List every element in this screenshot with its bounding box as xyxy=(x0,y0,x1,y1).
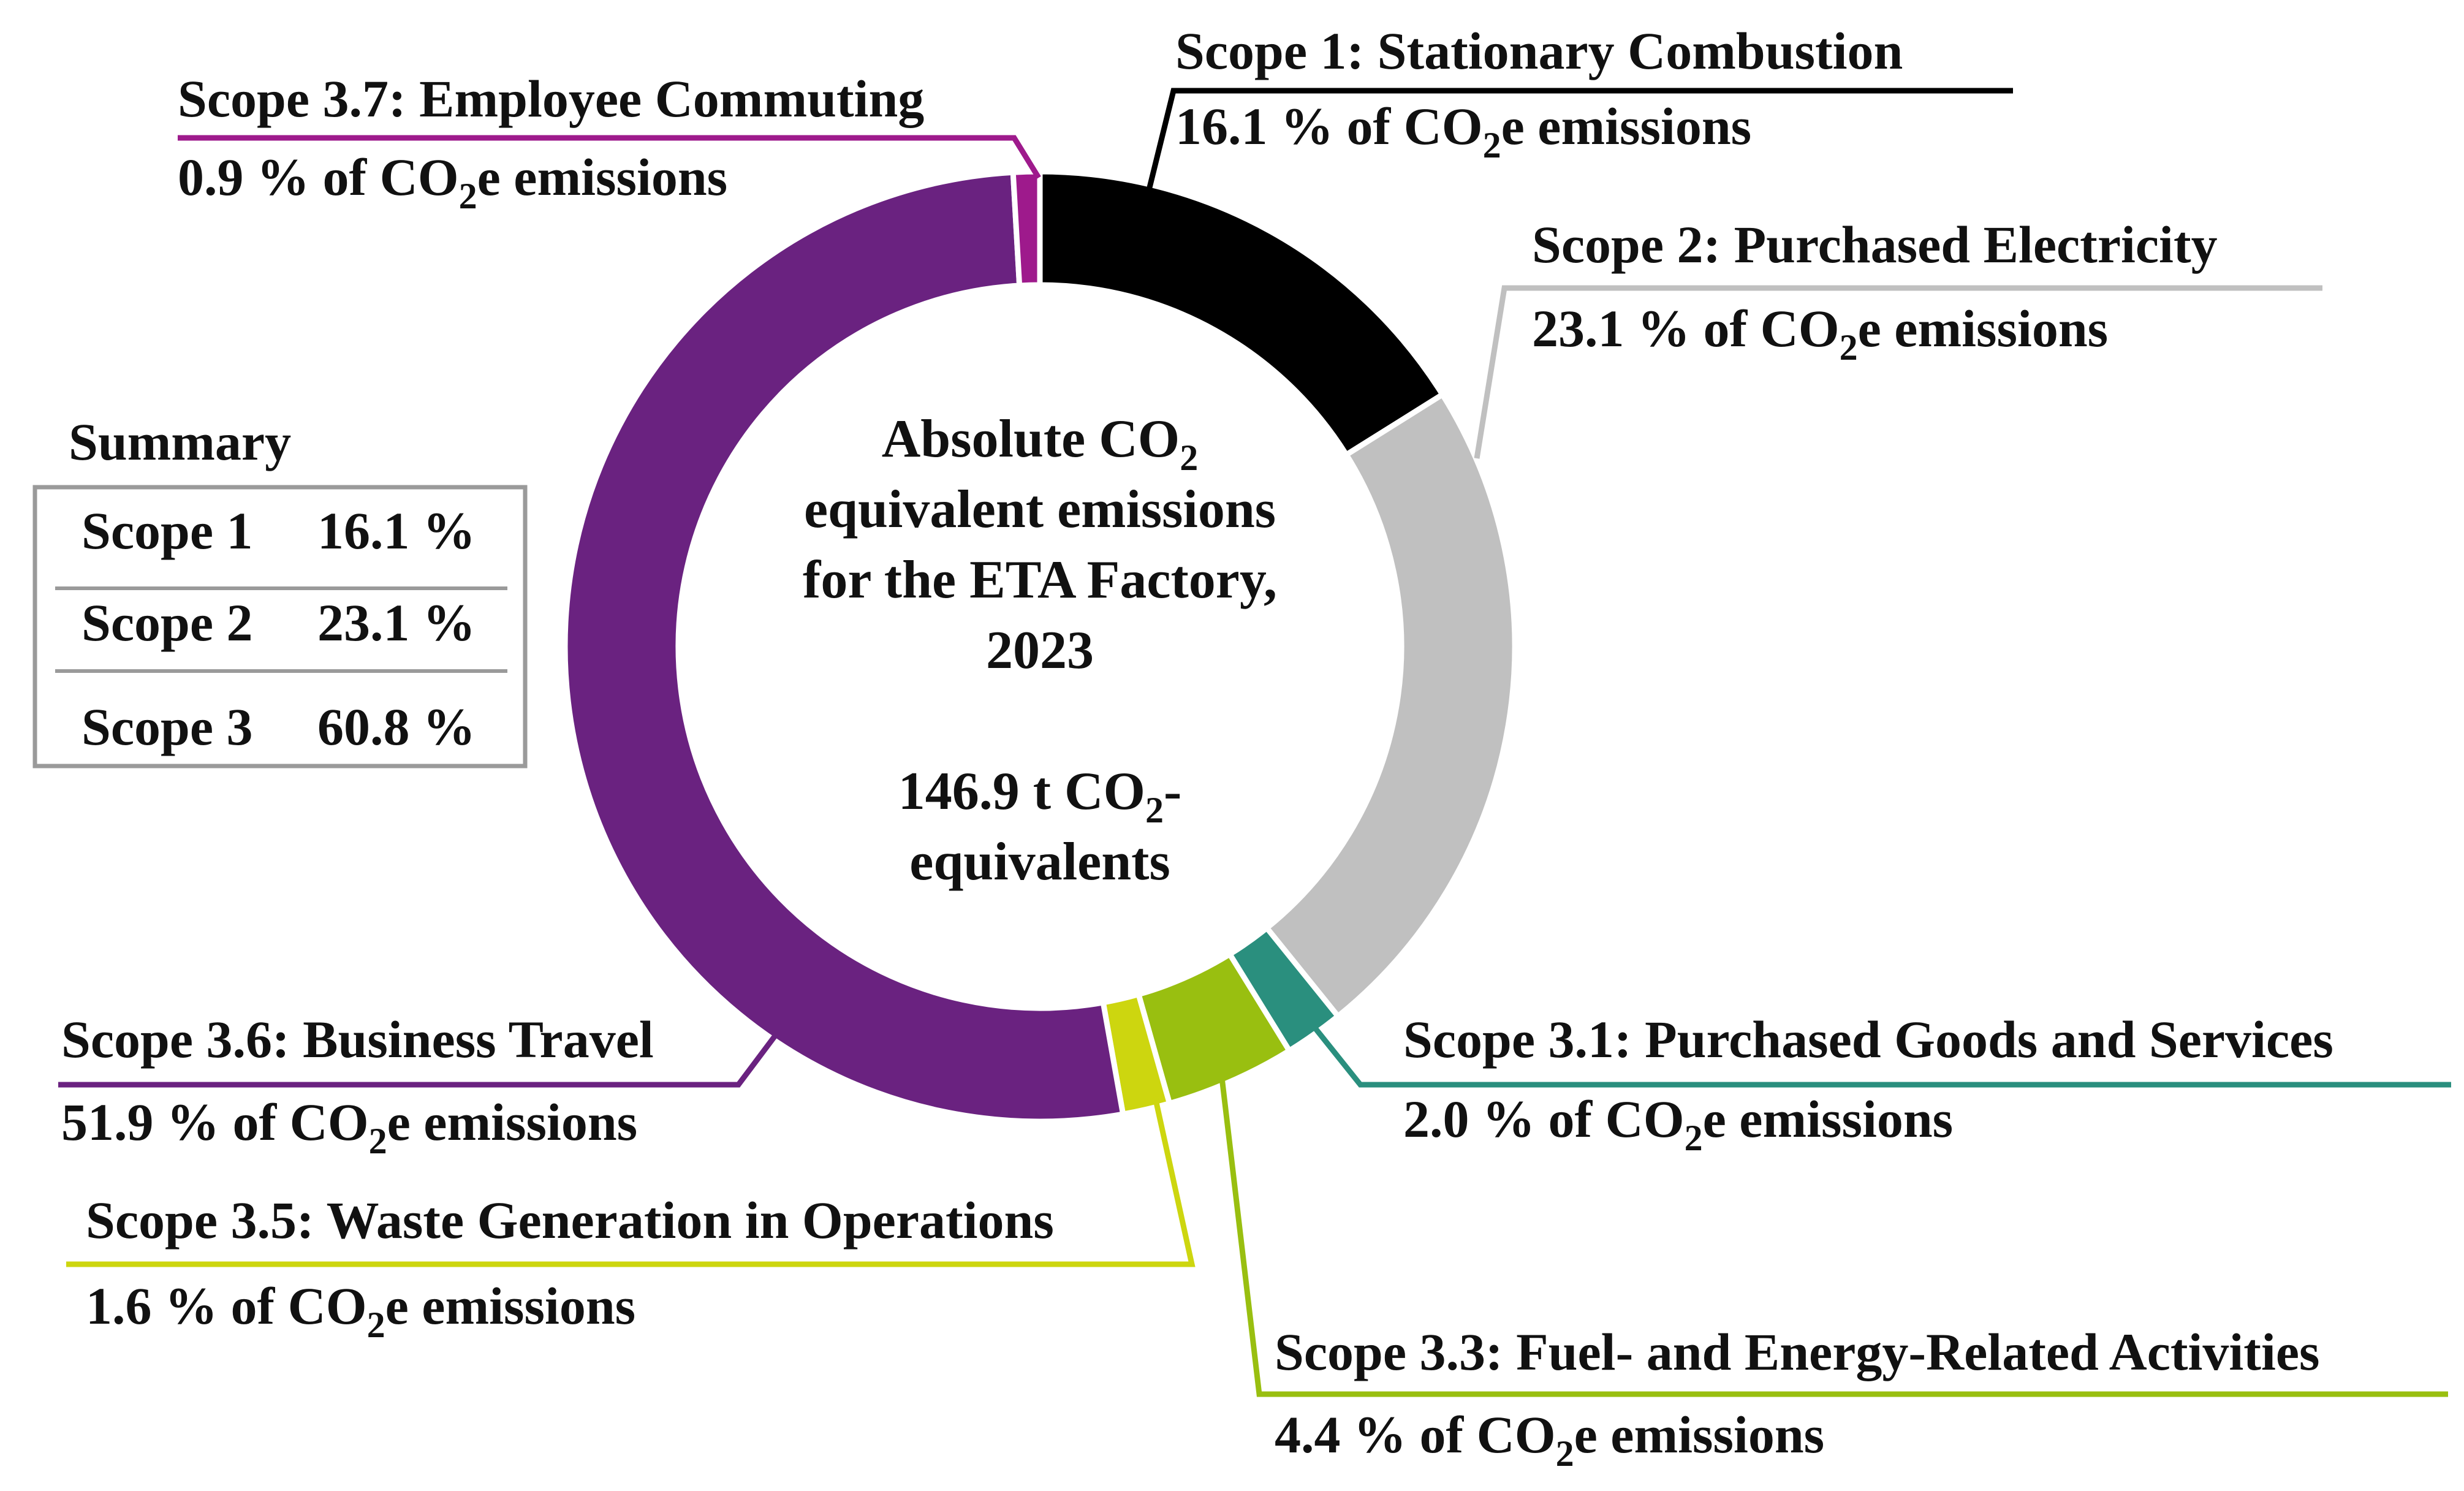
callout-title-scope-3-1-purchased-goods-and-services: Scope 3.1: Purchased Goods and Services xyxy=(1403,1010,2333,1069)
summary-row-3-scope: Scope 3 xyxy=(82,697,253,756)
leader-line-scope-3-3-fuel-and-energy-related-activities xyxy=(1218,1072,2448,1397)
callout-title-scope-3-6-business-travel: Scope 3.6: Business Travel xyxy=(61,1010,654,1069)
callout-leader-lines xyxy=(58,88,2451,1397)
callout-labels: Scope 1: Stationary Combustion 16.1 % of … xyxy=(61,21,2333,1474)
center-title-line-3: for the ETA Factory, xyxy=(803,550,1277,610)
callout-title-scope-2-purchased-electricity: Scope 2: Purchased Electricity xyxy=(1532,215,2218,274)
donut-slices xyxy=(562,169,1518,1125)
leader-line-scope-3-1-purchased-goods-and-services xyxy=(1309,1022,2451,1088)
center-total-line-1: 146.9 t CO2- xyxy=(898,762,1182,830)
summary-row-3-value: 60.8 % xyxy=(317,697,476,756)
summary-row-1-scope: Scope 1 xyxy=(82,501,253,560)
callout-value-scope-1-stationary-combustion: 16.1 % of CO2e emissions xyxy=(1175,97,1751,165)
summary-row-1-value: 16.1 % xyxy=(317,501,476,560)
leader-line-scope-3-6-business-travel xyxy=(58,1034,778,1088)
summary-row-2-scope: Scope 2 xyxy=(82,593,253,652)
callout-title-scope-3-5-waste-generation-in-operations: Scope 3.5: Waste Generation in Operation… xyxy=(86,1191,1054,1250)
slice-scope-3-6-business-travel xyxy=(562,169,1126,1125)
leader-line-scope-1-stationary-combustion xyxy=(1146,88,2013,191)
leader-line-scope-3-5-waste-generation-in-operations xyxy=(66,1096,1196,1267)
leader-line-scope-3-7-employee-commuting xyxy=(178,135,1041,180)
summary-title: Summary xyxy=(69,412,291,471)
summary-row-2-value: 23.1 % xyxy=(317,593,476,652)
callout-value-scope-3-3-fuel-and-energy-related-activities: 4.4 % of CO2e emissions xyxy=(1275,1405,1824,1474)
callout-value-scope-3-5-waste-generation-in-operations: 1.6 % of CO2e emissions xyxy=(86,1277,635,1345)
callout-value-scope-3-6-business-travel: 51.9 % of CO2e emissions xyxy=(61,1093,637,1161)
center-title-line-1: Absolute CO2 xyxy=(882,409,1199,478)
summary-box xyxy=(32,485,528,768)
callout-value-scope-3-7-employee-commuting: 0.9 % of CO2e emissions xyxy=(178,148,727,216)
center-title-line-2: equivalent emissions xyxy=(804,480,1276,539)
slice-scope-3-7-employee-commuting xyxy=(1010,169,1043,289)
slice-scope-2-purchased-electricity xyxy=(1263,390,1518,1020)
leader-line-scope-2-purchased-electricity xyxy=(1474,285,2322,459)
callout-title-scope-3-3-fuel-and-energy-related-activities: Scope 3.3: Fuel- and Energy-Related Acti… xyxy=(1275,1322,2319,1381)
center-total-line-2: equivalents xyxy=(909,832,1170,892)
callout-value-scope-3-1-purchased-goods-and-services: 2.0 % of CO2e emissions xyxy=(1403,1090,1953,1158)
callout-value-scope-2-purchased-electricity: 23.1 % of CO2e emissions xyxy=(1532,299,2108,368)
callout-title-scope-3-7-employee-commuting: Scope 3.7: Employee Commuting xyxy=(178,69,924,128)
center-title-line-4: 2023 xyxy=(986,621,1094,680)
callout-title-scope-1-stationary-combustion: Scope 1: Stationary Combustion xyxy=(1175,21,1903,80)
